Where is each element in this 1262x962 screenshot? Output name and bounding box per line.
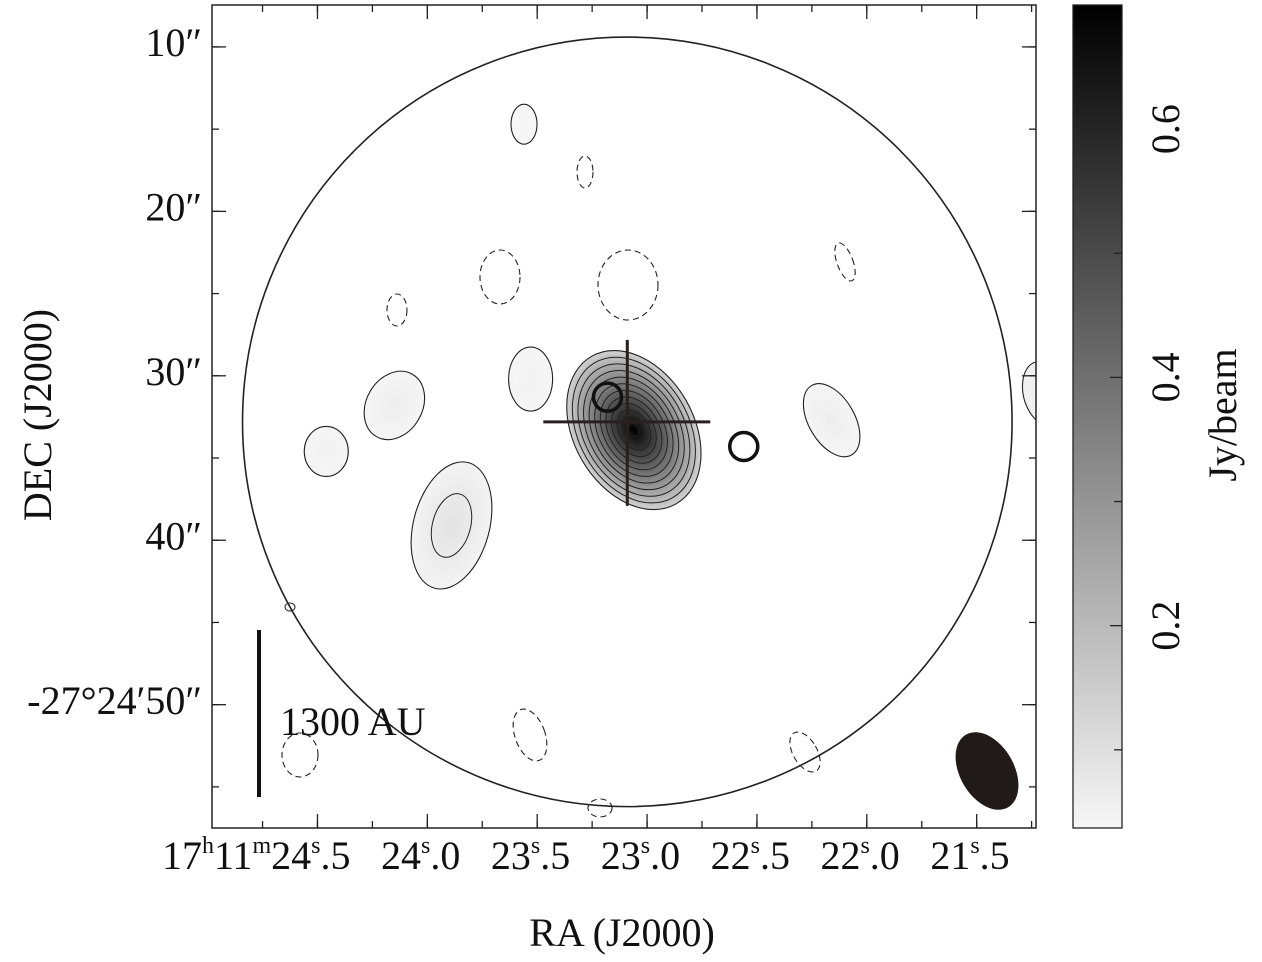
y-axis-title: DEC (J2000) xyxy=(15,309,60,521)
beam xyxy=(943,721,1032,821)
y-tick-label: 20″ xyxy=(145,185,202,230)
x-axis-title: RA (J2000) xyxy=(529,910,715,955)
scale-bar-label: 1300 AU xyxy=(280,699,426,744)
colorbar xyxy=(1073,5,1122,828)
source xyxy=(539,326,728,533)
y-tick-label: 10″ xyxy=(145,20,202,65)
x-tick-label: 22s.0 xyxy=(820,833,899,879)
source xyxy=(511,104,537,144)
colorbar-tick-label: 0.2 xyxy=(1143,601,1188,651)
source xyxy=(509,347,553,411)
x-tick-label: 21s.5 xyxy=(930,833,1009,879)
x-tick-label: 23s.5 xyxy=(491,833,570,879)
y-tick-label: -27°24′50″ xyxy=(27,678,202,723)
x-tick-label: 23s.0 xyxy=(601,833,680,879)
y-tick-label: 30″ xyxy=(145,349,202,394)
x-tick-label: 17h11m24s.5 xyxy=(162,833,351,879)
colorbar-tick-label: 0.4 xyxy=(1143,352,1188,402)
source xyxy=(792,374,872,466)
y-tick-label: 40″ xyxy=(145,513,202,558)
x-tick-label: 22s.5 xyxy=(711,833,790,879)
x-tick-label: 24s.0 xyxy=(381,833,460,879)
source xyxy=(304,426,348,476)
source xyxy=(352,360,436,450)
colorbar-tick-label: 0.6 xyxy=(1143,104,1188,154)
source xyxy=(398,453,505,598)
colorbar-label: Jy/beam xyxy=(1200,348,1245,481)
chart: 1300 AU RA (J2000) DEC (J2000) Jy/beam 1… xyxy=(0,0,1262,962)
edge-contour xyxy=(1022,362,1036,420)
circle-marker xyxy=(730,433,758,461)
